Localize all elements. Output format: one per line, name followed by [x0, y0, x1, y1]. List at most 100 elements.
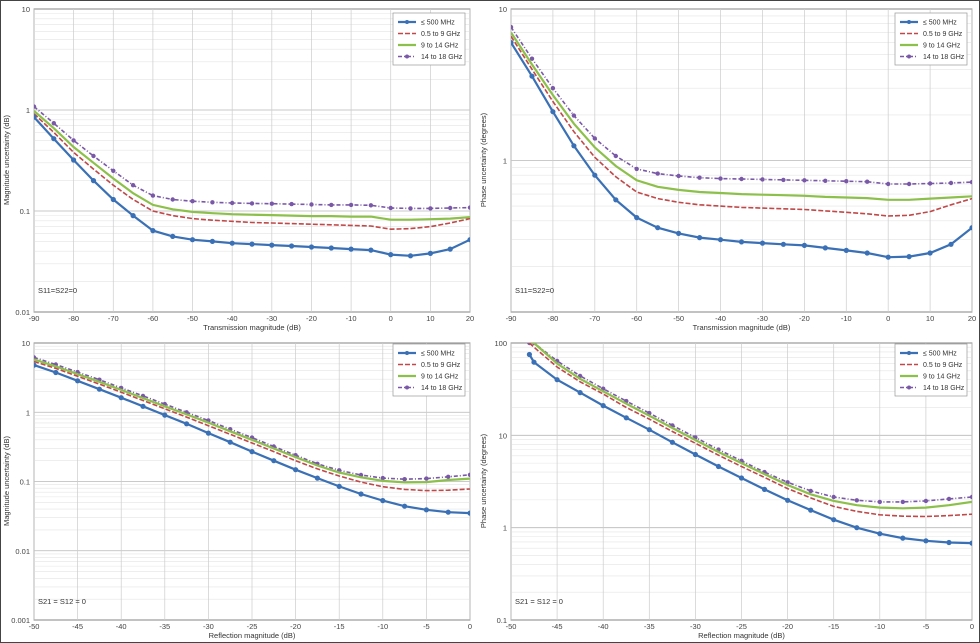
- y-tick-label: 0.01: [15, 547, 30, 556]
- data-point: [289, 243, 295, 249]
- data-point: [761, 486, 768, 492]
- data-point: [368, 247, 374, 253]
- data-point: [407, 253, 414, 259]
- x-tick-label: -40: [598, 622, 609, 631]
- y-tick-label: 10: [499, 5, 507, 14]
- data-point: [946, 539, 952, 546]
- y-tick-label: 1: [503, 157, 507, 166]
- data-point: [34, 362, 37, 368]
- data-point: [51, 136, 57, 142]
- data-point: [348, 246, 354, 252]
- data-point: [529, 73, 535, 79]
- legend-label: 14 to 18 GHz: [923, 54, 965, 61]
- data-point: [467, 205, 470, 210]
- series-group: [529, 343, 972, 510]
- legend-label: ≤ 500 MHz: [923, 351, 957, 358]
- data-point: [446, 474, 451, 479]
- series-group: [511, 40, 972, 260]
- data-point: [900, 535, 906, 541]
- legend-label: 9 to 14 GHz: [421, 43, 459, 50]
- data-point: [717, 237, 724, 243]
- data-point: [445, 509, 451, 515]
- data-point: [71, 138, 76, 143]
- legend-label: ≤ 500 MHz: [421, 20, 455, 27]
- data-point: [759, 240, 766, 246]
- data-point: [802, 178, 807, 183]
- y-axis-title: Phase uncertainty (degrees): [479, 433, 488, 528]
- data-point: [906, 254, 912, 260]
- x-tick-label: -25: [736, 622, 747, 631]
- data-point: [424, 476, 429, 481]
- x-tick-label: -40: [116, 622, 127, 631]
- data-point: [692, 451, 699, 458]
- x-tick-label: -25: [247, 622, 258, 631]
- data-point: [269, 201, 274, 206]
- series-group: [34, 104, 470, 211]
- data-point: [229, 240, 235, 246]
- data-point: [511, 24, 514, 30]
- y-tick-label: 0.1: [20, 478, 30, 487]
- data-point: [249, 201, 255, 206]
- series-line: [34, 110, 470, 221]
- data-point: [923, 538, 929, 544]
- data-point: [96, 386, 102, 392]
- data-point: [511, 40, 514, 46]
- y-tick-label: 10: [22, 339, 30, 348]
- x-tick-label: -45: [72, 622, 83, 631]
- y-tick-label: 10: [499, 431, 507, 440]
- data-point: [550, 109, 556, 115]
- legend-label: 0.5 to 9 GHz: [923, 362, 963, 369]
- data-point: [577, 390, 583, 396]
- y-tick-label: 10: [22, 5, 30, 14]
- legend-label: ≤ 500 MHz: [421, 351, 455, 358]
- chart-panel-1: -90 -80 -70 -60 -50 -40 -30 -20 -10 0 10 20 0.01 0.1 1…: [2, 5, 474, 332]
- series-line: [511, 31, 972, 201]
- series-group: [528, 343, 972, 518]
- data-point: [467, 510, 470, 516]
- data-point: [801, 242, 808, 248]
- series-group: [34, 358, 470, 484]
- data-point: [822, 245, 828, 251]
- condition-note: S21 = S12 = 0: [38, 597, 86, 606]
- legend-marker: [907, 351, 911, 355]
- data-point: [823, 178, 828, 183]
- data-point: [130, 183, 136, 188]
- x-tick-label: 10: [926, 314, 934, 323]
- condition-note: S11=S22=0: [38, 286, 77, 295]
- y-tick-label: 100: [494, 339, 507, 348]
- data-point: [592, 172, 598, 178]
- data-point: [948, 180, 954, 186]
- data-point: [781, 177, 786, 183]
- data-point: [655, 171, 660, 176]
- y-tick-label: 1: [503, 524, 507, 533]
- data-point: [854, 498, 859, 503]
- data-point: [613, 153, 618, 159]
- x-tick-label: 20: [968, 314, 976, 323]
- x-tick-label: -30: [690, 622, 701, 631]
- x-tick-label: -60: [631, 314, 642, 323]
- x-tick-label: -50: [673, 314, 684, 323]
- x-tick-label: -10: [874, 622, 885, 631]
- data-point: [309, 202, 314, 207]
- data-point: [118, 395, 124, 401]
- legend: ≤ 500 MHz 0.5 to 9 GHz 9 to 14 GHz 14 to 18…: [392, 343, 466, 397]
- data-point: [550, 86, 556, 91]
- x-tick-label: 10: [426, 314, 434, 323]
- legend: ≤ 500 MHz 0.5 to 9 GHz 9 to 14 GHz 14 to 18…: [894, 12, 968, 66]
- data-point: [526, 351, 533, 358]
- data-point: [205, 430, 211, 436]
- series-group: [34, 114, 470, 259]
- legend-label: 0.5 to 9 GHz: [421, 362, 461, 369]
- x-tick-label: -10: [346, 314, 357, 323]
- data-point: [948, 241, 954, 247]
- data-point: [271, 458, 277, 464]
- legend-marker: [405, 54, 409, 59]
- data-point: [130, 213, 136, 219]
- x-tick-label: -10: [841, 314, 852, 323]
- data-point: [946, 496, 952, 502]
- data-point: [634, 215, 640, 221]
- data-point: [864, 250, 870, 256]
- data-point: [329, 202, 334, 208]
- y-tick-label: 0.01: [15, 308, 30, 317]
- data-point: [110, 196, 116, 203]
